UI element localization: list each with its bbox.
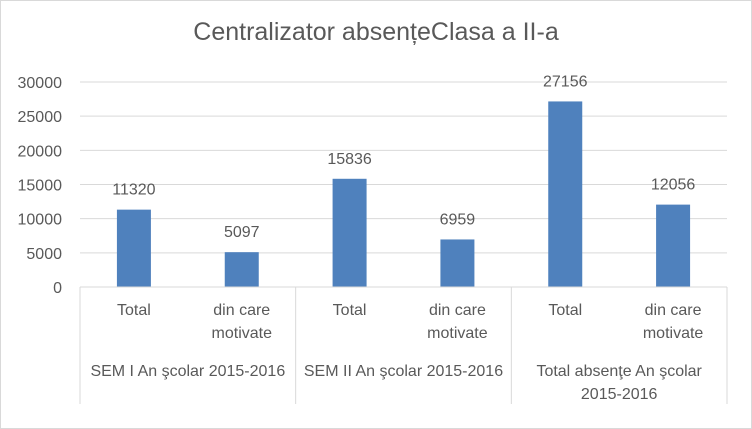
y-tick-label: 30000 (18, 75, 63, 92)
x-tick-label: din care (213, 302, 270, 319)
y-tick-label: 0 (53, 280, 62, 297)
x-tick-label: motivate (643, 325, 704, 342)
bar (116, 209, 151, 287)
x-tick-label: din care (429, 302, 486, 319)
bar (440, 239, 475, 287)
data-label: 15836 (327, 151, 372, 168)
x-tick-label: din care (645, 302, 702, 319)
data-label: 6959 (440, 211, 476, 228)
chart-title: Centralizator absențeClasa a II-a (193, 18, 559, 46)
bar (332, 178, 367, 287)
bar (224, 252, 259, 287)
x-tick-label: Total (548, 302, 582, 319)
data-label: 12056 (651, 177, 696, 194)
x-tick-label: Total (117, 302, 151, 319)
y-tick-label: 20000 (18, 143, 63, 160)
y-tick-label: 15000 (18, 178, 63, 195)
data-label: 27156 (543, 73, 588, 90)
group-label: 2015-2016 (581, 386, 658, 403)
y-tick-label: 5000 (26, 246, 62, 263)
bar (656, 204, 691, 287)
data-label: 5097 (224, 224, 260, 241)
x-tick-label: motivate (212, 325, 273, 342)
group-label: Total absenţe An şcolar (536, 363, 702, 380)
y-tick-label: 10000 (18, 212, 63, 229)
x-tick-label: motivate (427, 325, 488, 342)
bar (548, 101, 583, 288)
data-label: 11320 (112, 182, 155, 199)
group-label: SEM II An şcolar 2015-2016 (304, 363, 503, 380)
x-tick-label: Total (333, 302, 367, 319)
y-tick-label: 25000 (18, 109, 63, 126)
group-label: SEM I An şcolar 2015-2016 (90, 363, 285, 380)
